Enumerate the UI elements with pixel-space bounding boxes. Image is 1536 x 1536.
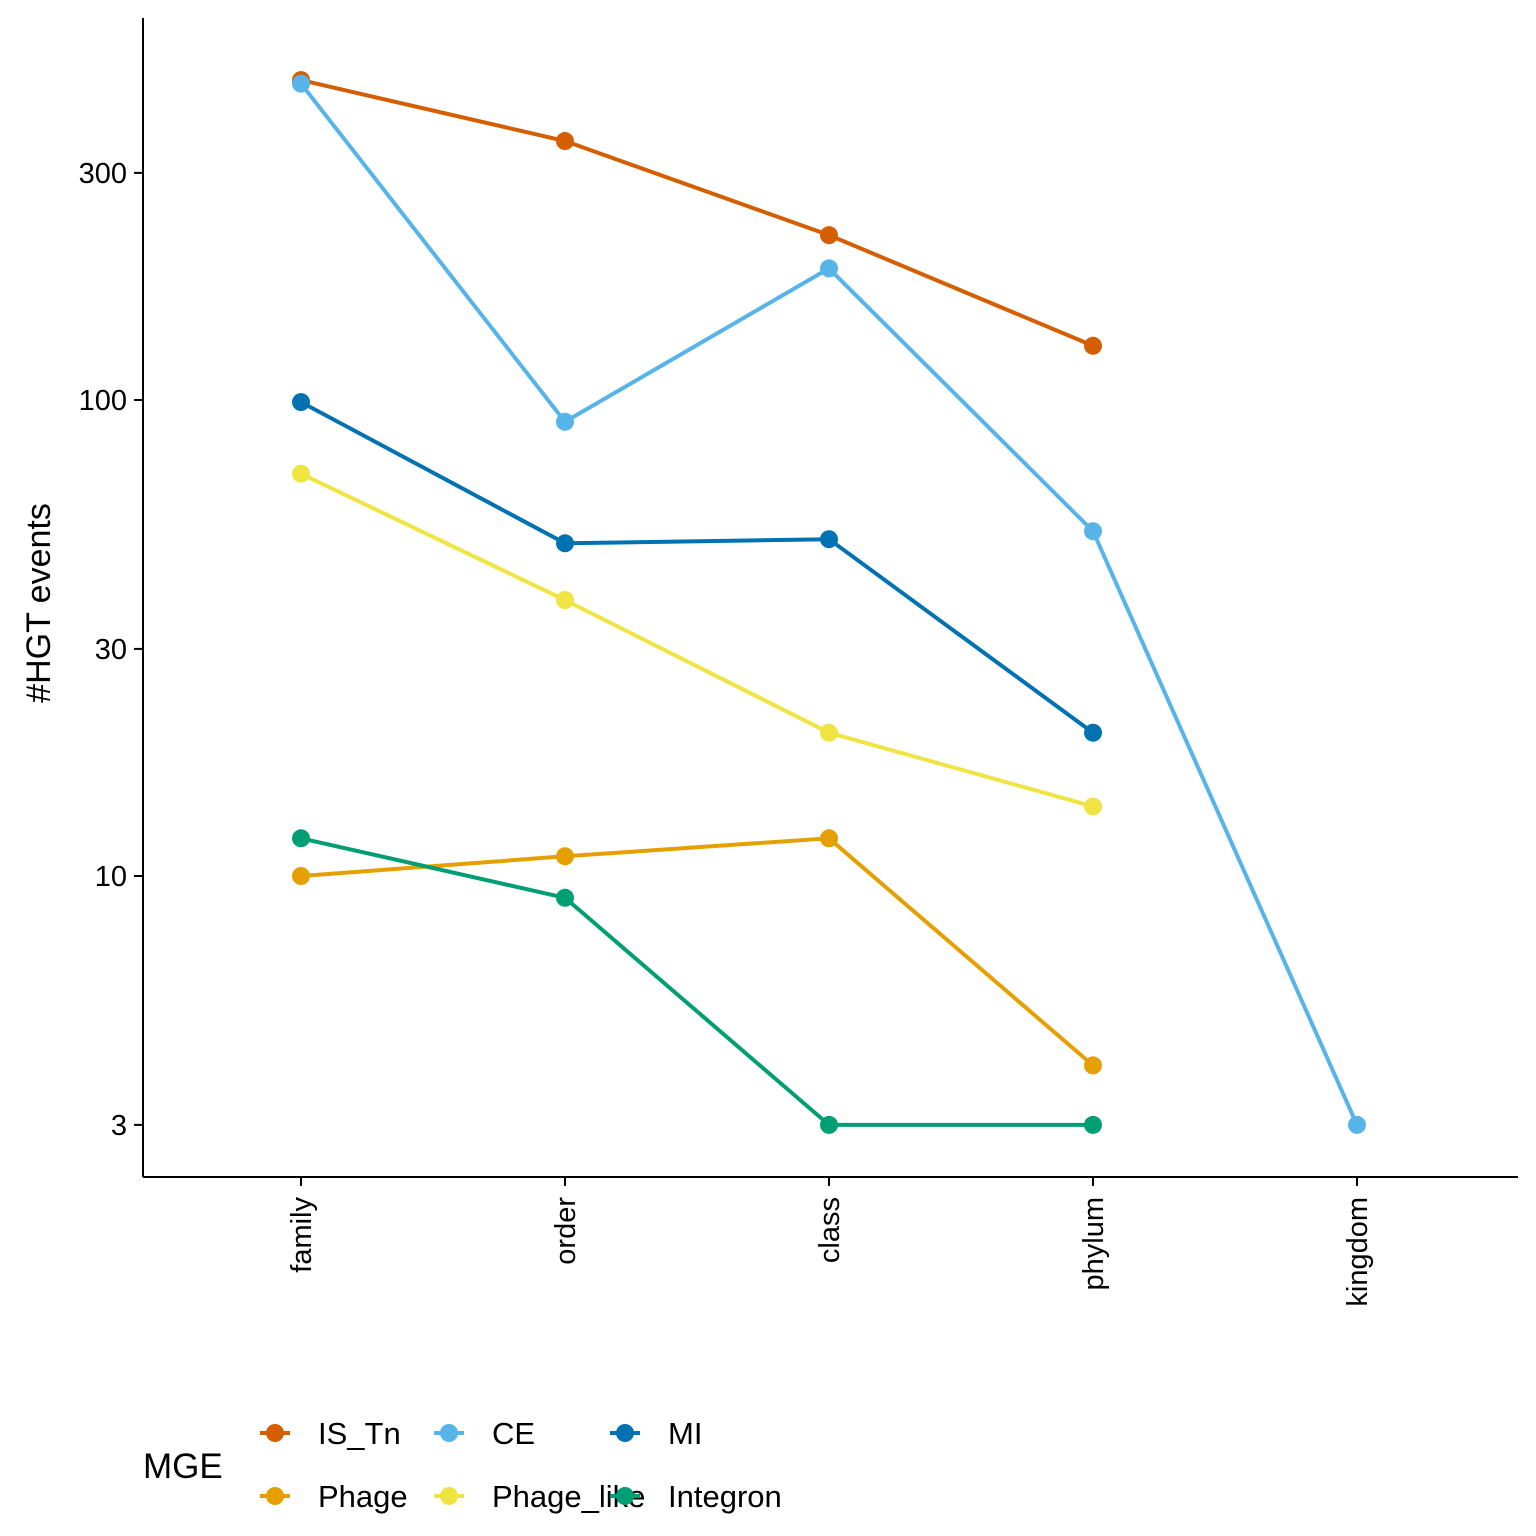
data-point: [820, 1115, 838, 1134]
legend-title: MGE: [143, 1447, 223, 1486]
legend-label: CE: [492, 1416, 535, 1451]
legend-key-point: [616, 1424, 634, 1442]
series-mi: [292, 393, 1102, 742]
data-point: [1084, 336, 1102, 355]
data-point: [292, 867, 310, 885]
x-tick-label: kingdom: [1342, 1197, 1374, 1307]
data-point: [556, 412, 574, 431]
data-point: [1084, 723, 1102, 742]
data-point: [820, 829, 838, 848]
legend-item: Phage: [260, 1479, 408, 1514]
data-point: [556, 534, 574, 553]
series-layer: [292, 71, 1366, 1134]
legend-key-point: [616, 1487, 634, 1505]
data-point: [556, 847, 574, 866]
legend-key-point: [440, 1487, 458, 1505]
x-tick-label: class: [814, 1197, 846, 1263]
series-line: [300, 836, 1093, 1127]
series-line: [300, 78, 1094, 348]
data-point: [1348, 1115, 1366, 1134]
legend-label: Phage: [318, 1479, 408, 1514]
data-point: [556, 132, 574, 151]
x-tick-label: family: [286, 1197, 318, 1273]
data-point: [556, 888, 574, 907]
y-axis-title: #HGT events: [20, 503, 58, 703]
y-tick-label: 300: [79, 158, 127, 190]
y-tick-label: 10: [95, 861, 127, 893]
legend-label: Integron: [668, 1479, 782, 1514]
x-axis-ticks: family order class phylum kingdom: [286, 1177, 1374, 1307]
legend-key-point: [440, 1424, 458, 1442]
plot-panel: 3 10 30 100 300 family order class phylum kingdo…: [79, 18, 1518, 1307]
legend-item: MI: [610, 1416, 702, 1451]
legend-key-point: [266, 1487, 284, 1505]
legend-item: CE: [434, 1416, 535, 1451]
data-point: [820, 259, 838, 278]
data-point: [1084, 797, 1102, 816]
legend-item: Integron: [610, 1479, 782, 1514]
series-line: [300, 471, 1094, 809]
legend-key-point: [266, 1424, 284, 1442]
y-tick-label: 30: [95, 634, 127, 666]
data-point: [1084, 522, 1102, 541]
legend-item: IS_Tn: [260, 1416, 401, 1451]
legend-label: MI: [668, 1416, 702, 1451]
data-point: [820, 723, 838, 742]
legend-label: IS_Tn: [318, 1416, 401, 1451]
series-line: [300, 400, 1095, 735]
y-tick-label: 3: [111, 1110, 127, 1142]
y-axis-ticks: 3 10 30 100 300: [79, 158, 143, 1142]
data-point: [820, 226, 838, 245]
data-point: [556, 591, 574, 610]
data-point: [292, 74, 310, 93]
series-is-tn: [292, 71, 1102, 355]
series-ce: [292, 74, 1366, 1134]
x-tick-label: phylum: [1078, 1197, 1110, 1291]
data-point: [1084, 1115, 1102, 1134]
data-point: [1084, 1056, 1102, 1075]
x-tick-label: order: [550, 1197, 582, 1265]
series-phage-like: [292, 464, 1102, 816]
data-point: [292, 464, 310, 483]
data-point: [820, 530, 838, 549]
data-point: [292, 829, 310, 848]
series-integron: [292, 829, 1102, 1134]
y-tick-label: 100: [79, 385, 127, 417]
data-point: [292, 393, 310, 412]
